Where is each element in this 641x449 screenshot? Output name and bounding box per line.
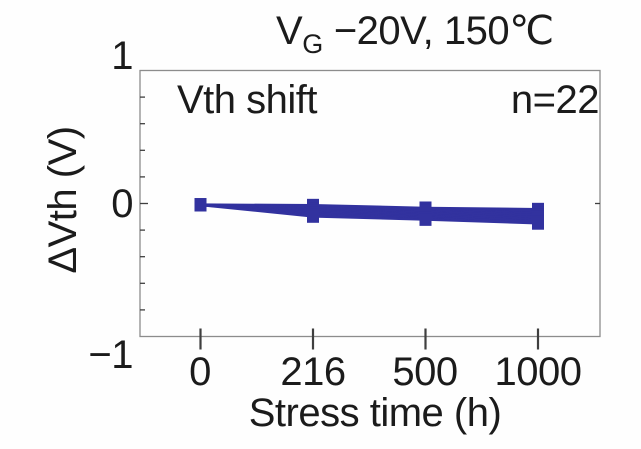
- x-tick-label-216: 216: [280, 350, 346, 394]
- y-tick-label-0: 0: [111, 182, 133, 226]
- x-tick-label-1000: 1000: [494, 350, 582, 394]
- data-marker: [194, 199, 207, 212]
- data-marker: [307, 210, 319, 223]
- title-conditions: −20V, 150℃: [323, 9, 554, 53]
- data-marker: [419, 213, 432, 226]
- annotation-vth-shift: Vth shift: [177, 78, 318, 122]
- x-tick-label-500: 500: [392, 350, 458, 394]
- y-tick-label-minus1: −1: [88, 333, 133, 377]
- title-subscript: G: [302, 29, 324, 59]
- x-tick-label-0: 0: [189, 350, 211, 394]
- x-axis-label: Stress time (h): [248, 391, 502, 435]
- annotation-sample-count: n=22: [510, 78, 600, 122]
- data-marker: [532, 217, 544, 230]
- y-tick-label-1: 1: [111, 34, 133, 78]
- data-line: [200, 204, 539, 225]
- title-symbol: V: [276, 9, 303, 53]
- chart-title: VG −20V, 150℃: [276, 11, 554, 64]
